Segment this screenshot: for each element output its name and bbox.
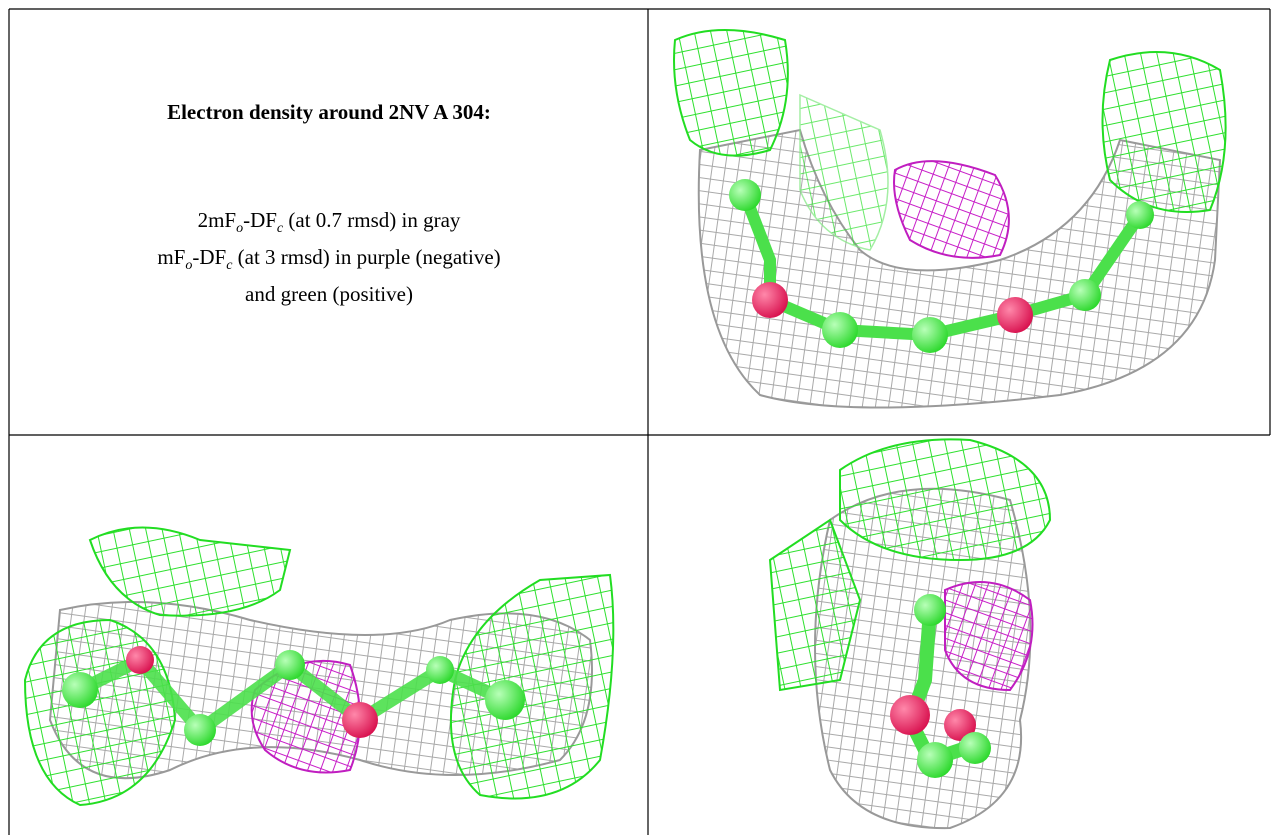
text-run: (at 0.7 rmsd) in gray: [283, 208, 461, 232]
atom: [890, 695, 930, 735]
green-mesh: [88, 526, 292, 617]
atom: [485, 680, 525, 720]
green-mesh: [1101, 51, 1227, 213]
atom: [917, 742, 953, 778]
text-run: -DF: [243, 208, 277, 232]
atom: [275, 650, 305, 680]
green-mesh: [768, 518, 862, 692]
atom: [997, 297, 1033, 333]
purple-mesh: [250, 659, 361, 774]
atom: [426, 656, 454, 684]
caption-line: mFo-DFc (at 3 rmsd) in purple (negative): [10, 243, 648, 280]
atom: [752, 282, 788, 318]
atom: [959, 732, 991, 764]
atom: [912, 317, 948, 353]
render-bottom-right: [768, 438, 1052, 830]
text-run: 2mF: [197, 208, 237, 232]
atom: [184, 714, 216, 746]
atom: [1126, 201, 1154, 229]
caption-title: Electron density around 2NV A 304:: [167, 100, 491, 124]
subscript: o: [185, 258, 193, 274]
subscript: o: [236, 221, 244, 237]
subscript: c: [276, 221, 284, 237]
caption-lines: 2mFo-DFc (at 0.7 rmsd) in gray mFo-DFc (a…: [10, 206, 648, 309]
render-top-right: [673, 29, 1227, 409]
purple-mesh: [893, 160, 1010, 259]
green-mesh: [449, 573, 615, 800]
subscript: c: [226, 258, 233, 274]
atom: [914, 594, 946, 626]
purple-mesh: [944, 581, 1034, 692]
green-mesh: [839, 438, 1052, 562]
caption-line: 2mFo-DFc (at 0.7 rmsd) in gray: [10, 206, 648, 243]
render-bottom-left: [23, 526, 615, 807]
atom: [822, 312, 858, 348]
green-mesh: [673, 29, 789, 157]
atom: [729, 179, 761, 211]
green-mesh: [799, 93, 889, 251]
text-run: mF: [157, 245, 186, 270]
text-run: -DF: [192, 245, 227, 270]
atom: [1069, 279, 1101, 311]
atom: [126, 646, 154, 674]
atom: [342, 702, 378, 738]
atom: [944, 709, 976, 741]
atom: [62, 672, 98, 708]
text-run: (at 3 rmsd) in purple (negative): [232, 245, 501, 270]
table-borders: [8, 8, 1271, 835]
caption-line: and green (positive): [10, 280, 648, 309]
text-run: and green (positive): [245, 282, 413, 307]
